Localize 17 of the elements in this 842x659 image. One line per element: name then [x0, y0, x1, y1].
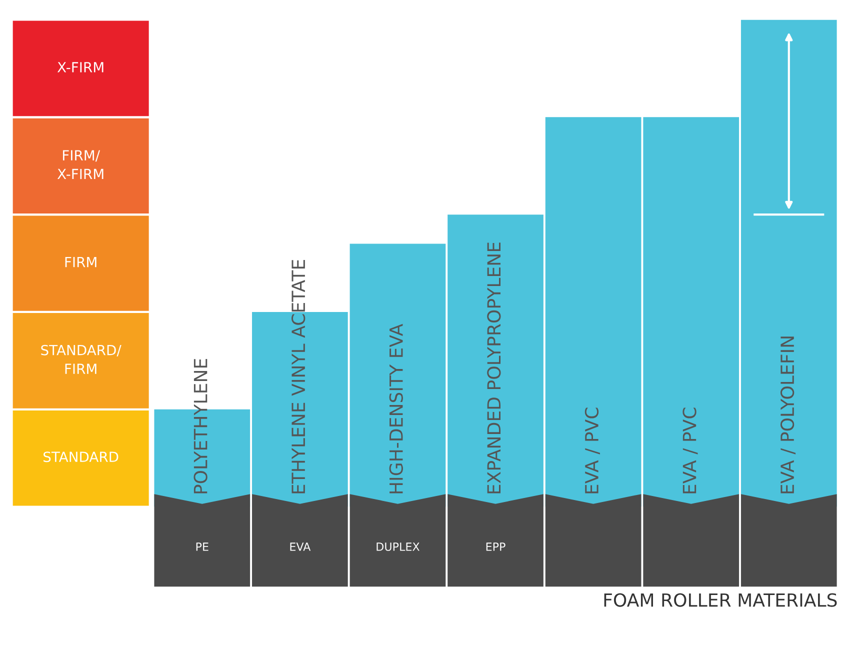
x-tick-label: EPP [486, 542, 506, 551]
text: STANDARD [44, 452, 118, 462]
text: FIRM [65, 256, 96, 268]
x-tick-label: EVA [290, 542, 311, 551]
annotation: POLYETHYLENE [194, 359, 208, 494]
annotation: ETHYLENE VINYL ACETATE [292, 260, 306, 494]
text: X-FIRM [57, 62, 104, 72]
annotation: EVA / POLYOLEFIN [780, 336, 796, 494]
annotation: HIGH-DENSITY EVA [389, 324, 403, 494]
text: STANDARD/ FIRM [41, 344, 122, 374]
x-axis-title: FOAM ROLLER MATERIALS [604, 593, 837, 607]
text: FIRM/ X-FIRM [57, 150, 104, 180]
annotation: EXPANDED POLYPROPYLENE [487, 242, 501, 494]
annotation: EVA / PVC [584, 408, 600, 494]
x-tick-label: PE [196, 542, 208, 551]
annotation: EVA / PVC [682, 408, 698, 494]
x-tick-label: DUPLEX [376, 542, 420, 551]
